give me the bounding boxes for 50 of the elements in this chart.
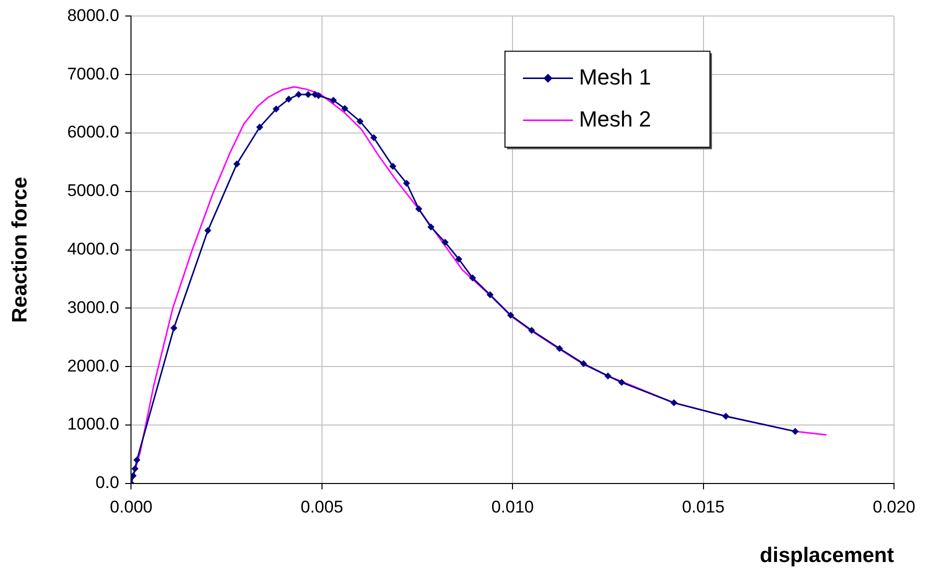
point bbox=[133, 456, 140, 464]
point bbox=[455, 256, 462, 263]
point bbox=[132, 465, 139, 472]
point bbox=[507, 312, 514, 319]
point bbox=[580, 360, 588, 368]
point bbox=[469, 274, 476, 282]
point bbox=[272, 106, 280, 113]
point bbox=[233, 160, 240, 168]
y-axis-title: Reaction force bbox=[8, 176, 32, 323]
point bbox=[722, 412, 730, 420]
y-tick-label: 6000.0 bbox=[67, 122, 120, 142]
point bbox=[618, 378, 626, 386]
point bbox=[427, 224, 434, 231]
point bbox=[204, 227, 212, 234]
point bbox=[415, 205, 422, 212]
x-axis-title: displacement bbox=[760, 544, 894, 568]
y-tick-label: 1000.0 bbox=[67, 414, 120, 434]
legend-label: Mesh 2 bbox=[578, 106, 652, 132]
y-tick-label: 2000.0 bbox=[67, 356, 120, 376]
point bbox=[131, 472, 137, 480]
y-tick-label: 3000.0 bbox=[67, 298, 120, 317]
point bbox=[486, 291, 494, 298]
y-tick-label: 8000.0 bbox=[67, 6, 120, 25]
point bbox=[356, 118, 364, 125]
y-tick-label: 7000.0 bbox=[67, 64, 120, 84]
x-tick-label: 0.015 bbox=[682, 497, 725, 516]
x-tick-label: 0.020 bbox=[872, 497, 916, 516]
x-tick-label: 0.010 bbox=[491, 497, 534, 516]
point bbox=[330, 96, 337, 104]
point bbox=[285, 96, 292, 103]
point bbox=[170, 324, 178, 332]
point bbox=[442, 238, 449, 246]
point bbox=[295, 90, 302, 98]
point bbox=[304, 90, 312, 98]
y-tick-label: 5000.0 bbox=[67, 181, 120, 200]
point bbox=[792, 428, 799, 435]
point bbox=[370, 134, 378, 142]
point bbox=[556, 344, 564, 352]
point bbox=[403, 180, 410, 187]
point bbox=[528, 326, 536, 334]
legend-label: Mesh 1 bbox=[578, 64, 652, 90]
point bbox=[256, 124, 264, 131]
point bbox=[341, 104, 348, 112]
point bbox=[604, 372, 612, 380]
point bbox=[670, 399, 678, 406]
y-tick-label: 4000.0 bbox=[67, 239, 120, 258]
x-tick-label: 0.000 bbox=[110, 497, 152, 516]
y-tick-label: 0.0 bbox=[96, 473, 120, 492]
x-tick-label: 0.005 bbox=[300, 497, 344, 516]
point bbox=[389, 162, 396, 170]
